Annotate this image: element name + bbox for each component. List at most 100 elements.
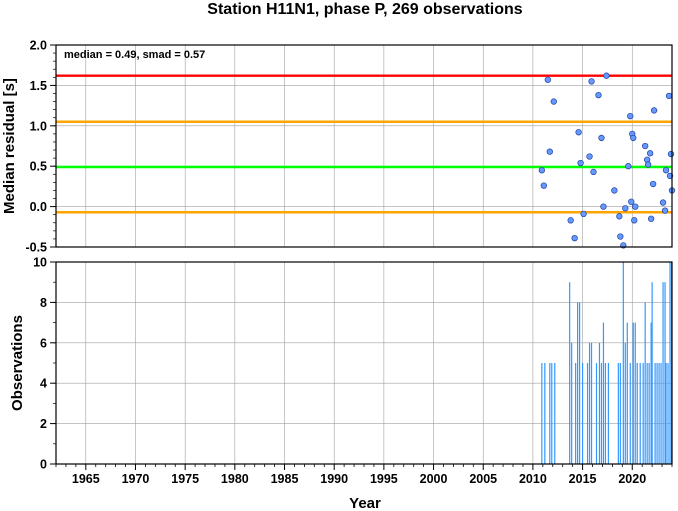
observation-bar: [600, 363, 603, 464]
top-panel-y-label: Median residual [s]: [1, 78, 18, 214]
residual-point: [598, 134, 605, 142]
residual-point: [630, 134, 637, 142]
observation-bar: [660, 363, 662, 464]
bottom-panel-y-label: Observations: [9, 315, 26, 411]
observation-bar: [581, 363, 584, 464]
residual-point: [577, 159, 584, 167]
observation-bar: [579, 302, 581, 464]
observation-bar: [648, 363, 650, 464]
stats-annotation: median = 0.49, smad = 0.57: [64, 49, 205, 61]
x-tick-label: 1990: [320, 472, 348, 486]
observation-bar: [590, 342, 593, 464]
residual-point: [575, 129, 582, 136]
residual-point: [631, 217, 638, 224]
observation-bar: [634, 322, 636, 464]
x-tick-label: 1970: [122, 472, 150, 486]
observation-bar: [622, 262, 624, 464]
observation-bar: [541, 363, 543, 464]
observation-bar: [654, 363, 656, 464]
x-tick-label: 1980: [221, 472, 249, 486]
residual-point: [603, 72, 610, 79]
observation-bar: [604, 363, 607, 464]
observation-bar: [669, 262, 671, 464]
bottom-panel-bars: [541, 262, 673, 464]
residual-point: [632, 203, 639, 210]
observation-bar: [598, 342, 601, 464]
observation-bar: [607, 363, 610, 464]
residual-point: [544, 76, 551, 83]
observation-bar: [646, 363, 648, 464]
observation-bar: [662, 282, 664, 464]
observation-bar: [617, 363, 619, 464]
bottom-y-tick-label: 10: [33, 256, 47, 270]
residual-point: [571, 234, 578, 242]
residual-point: [616, 213, 623, 220]
top-y-tick-label: 0.0: [30, 200, 47, 214]
x-tick-label: 2005: [469, 472, 497, 486]
observation-bar: [665, 363, 667, 464]
residual-point: [550, 98, 557, 105]
top-panel-frame: [55, 44, 673, 248]
observation-bar: [619, 363, 621, 464]
residual-point: [611, 187, 618, 194]
observation-bar: [575, 363, 577, 464]
x-tick-label: 2020: [618, 472, 646, 486]
observation-bar: [569, 282, 571, 464]
top-panel-points: [538, 72, 676, 249]
bottom-y-tick-label: 4: [40, 377, 47, 391]
residual-point: [540, 182, 547, 189]
top-y-tick-label: -0.5: [25, 241, 47, 255]
observation-bar: [658, 363, 660, 464]
observation-bar: [624, 342, 626, 464]
observation-bar: [544, 363, 546, 464]
x-tick-label: 2010: [519, 472, 547, 486]
observation-bar: [639, 363, 641, 464]
residual-point: [628, 198, 635, 205]
bottom-panel-y-ticks: 0 2 4 6 8 10: [33, 256, 56, 472]
top-y-tick-label: 1.5: [30, 79, 47, 93]
residual-point: [580, 210, 587, 218]
observation-bar: [632, 322, 634, 464]
residual-point: [649, 180, 657, 188]
residual-point: [625, 163, 632, 170]
observation-bar: [656, 363, 658, 464]
top-y-tick-label: 0.5: [30, 160, 47, 174]
residual-point: [661, 207, 669, 214]
x-axis-label: Year: [349, 495, 381, 511]
observation-bar: [586, 363, 589, 464]
observation-bar: [602, 322, 605, 464]
top-panel-reference-lines: [56, 74, 672, 214]
observation-bar: [636, 363, 638, 464]
residual-point: [546, 148, 553, 155]
top-panel-y-ticks: -0.5 0.0 0.5 1.0 1.5 2.0: [25, 39, 56, 255]
residual-point: [590, 168, 597, 176]
x-tick-label: 1995: [370, 472, 398, 486]
residual-point: [617, 233, 624, 240]
observation-bar: [554, 363, 556, 464]
observation-bar: [626, 322, 628, 464]
x-ticks: 1965 1970 1975 1980 1985 1990 1995 2000 2005 2010…: [55, 464, 673, 486]
residual-point: [667, 150, 675, 158]
residual-point: [588, 78, 595, 85]
residual-point: [665, 92, 673, 100]
x-tick-label: 2000: [420, 472, 448, 486]
residual-point: [538, 167, 545, 174]
observation-bar: [651, 282, 653, 464]
residual-point: [595, 91, 602, 99]
observation-bar: [551, 363, 553, 464]
residual-point: [645, 161, 652, 168]
chart-title: Station H11N1, phase P, 269 observations: [207, 1, 522, 18]
residual-point: [659, 199, 667, 206]
observation-bar: [650, 322, 652, 464]
observation-bar: [577, 302, 579, 464]
observation-bar: [629, 363, 631, 464]
residual-point: [642, 142, 649, 150]
residual-point: [647, 215, 655, 222]
observation-bar: [644, 302, 646, 464]
observation-bar: [667, 363, 669, 464]
x-tick-label: 1985: [271, 472, 299, 486]
bottom-y-tick-label: 6: [40, 336, 47, 350]
x-tick-label: 1965: [72, 472, 100, 486]
bottom-y-tick-label: 8: [40, 296, 47, 310]
residual-point: [567, 217, 574, 224]
